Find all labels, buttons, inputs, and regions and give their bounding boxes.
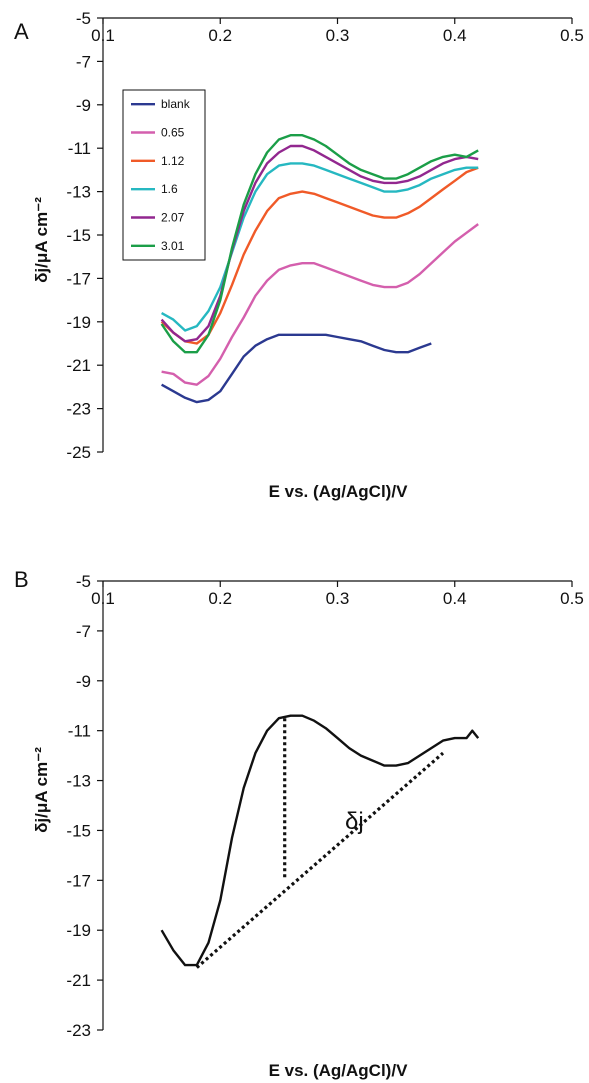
- y-tick-label: -11: [68, 139, 91, 158]
- delta-j-annotation: δj: [345, 808, 364, 835]
- y-tick-label: -15: [66, 226, 91, 245]
- legend-box: [122, 89, 206, 261]
- y-tick-label: -7: [76, 622, 91, 641]
- legend-entry-label: 1.6: [161, 182, 178, 196]
- y-tick-label: -23: [66, 400, 91, 419]
- series-line-1-6: [161, 162, 479, 332]
- x-tick-label: 0.2: [208, 26, 232, 45]
- y-tick-label: -9: [76, 672, 91, 691]
- y-tick-label: -19: [66, 921, 91, 940]
- y-tick-label: -7: [76, 52, 91, 71]
- y-tick-label: -19: [66, 313, 91, 332]
- legend-entry-label: 3.01: [161, 239, 185, 253]
- x-tick-label: 0.3: [326, 26, 350, 45]
- y-tick-label: -11: [68, 722, 91, 741]
- x-tick-label: 0.2: [208, 589, 232, 608]
- y-tick-label: -17: [66, 269, 91, 288]
- panel-letter: A: [14, 19, 29, 44]
- x-axis-title: E vs. (Ag/AgCl)/V: [269, 482, 409, 501]
- x-tick-label: 0.5: [560, 26, 584, 45]
- x-tick-label: 0.1: [91, 26, 115, 45]
- chart-panel-b: B -5 -7 -9 -11 -13 -15 -17 -19 -21 -23 0.1 0.2 0.3 0.4…: [14, 567, 584, 1080]
- x-tick-label: 0.1: [91, 589, 115, 608]
- y-tick-label: -5: [76, 572, 91, 591]
- y-axis-title: δj/μA cm⁻²: [32, 747, 51, 833]
- y-tick-label: -17: [66, 871, 91, 890]
- y-tick-label: -25: [66, 443, 91, 462]
- legend: blank 0.65 1.12 1.6 2.07 3.01: [122, 89, 206, 261]
- legend-entry-label: 2.07: [161, 211, 185, 225]
- x-tick-label: 0.4: [443, 26, 467, 45]
- y-tick-label: -5: [76, 9, 91, 28]
- legend-entry-label: 0.65: [161, 126, 185, 140]
- x-axis-title: E vs. (Ag/AgCl)/V: [269, 1061, 409, 1080]
- legend-entry-label: blank: [161, 97, 191, 111]
- series-line-1-12: [160, 166, 479, 345]
- y-axis-title: δj/μA cm⁻²: [32, 197, 51, 283]
- y-tick-label: -21: [66, 971, 91, 990]
- y-tick-label: -23: [66, 1021, 91, 1040]
- series-line-0-65: [161, 223, 479, 386]
- series-line-blank: [161, 333, 432, 404]
- series-line-2-07: [160, 144, 479, 343]
- series-line-1: [160, 714, 480, 967]
- legend-entry-label: 1.12: [161, 154, 185, 168]
- y-tick-label: -13: [66, 772, 91, 791]
- y-tick-label: -13: [66, 183, 91, 202]
- x-tick-label: 0.4: [443, 589, 467, 608]
- y-tick-label: -21: [66, 356, 91, 375]
- panel-letter: B: [14, 567, 29, 592]
- dotted-construction-line: [195, 751, 445, 969]
- chart-panel-a: A -5 -7 -9 -11 -13 -15 -17 -19 -21 -23 -25 0.1 0.2 0.3…: [14, 9, 584, 501]
- y-tick-label: -15: [66, 821, 91, 840]
- y-tick-label: -9: [76, 96, 91, 115]
- series-line-3-01: [160, 134, 479, 354]
- x-tick-label: 0.5: [560, 589, 584, 608]
- x-tick-label: 0.3: [326, 589, 350, 608]
